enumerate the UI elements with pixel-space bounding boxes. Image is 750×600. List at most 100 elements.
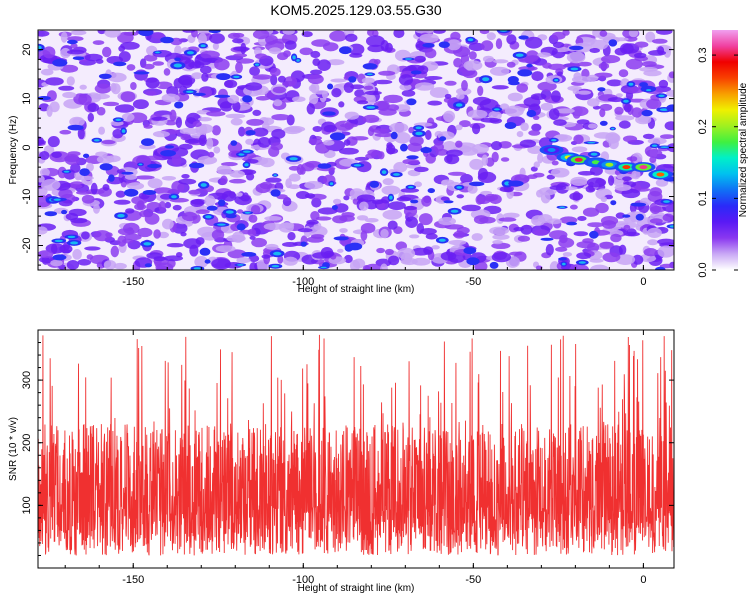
texture-blob: [219, 101, 233, 112]
texture-blob: [607, 97, 625, 103]
texture-blob: [277, 75, 286, 83]
texture-blob-cyan: [554, 79, 559, 82]
texture-blob: [634, 52, 647, 59]
texture-blob: [631, 107, 643, 118]
texture-blob: [624, 87, 644, 94]
texture-blob-blue: [654, 266, 666, 270]
texture-blob: [480, 117, 500, 123]
texture-blob-blue: [121, 171, 134, 175]
texture-blob: [115, 190, 126, 198]
texture-blob: [209, 33, 225, 44]
texture-blob-blue: [517, 69, 533, 77]
texture-blob: [382, 209, 403, 220]
texture-blob: [113, 262, 127, 270]
texture-blob: [364, 90, 382, 96]
texture-blob: [460, 173, 473, 184]
signal-point: [605, 162, 614, 167]
texture-blob: [441, 179, 455, 185]
texture-blob-cyan: [415, 131, 423, 136]
texture-blob-cyan: [494, 108, 500, 111]
texture-blob: [600, 196, 608, 203]
texture-blob: [492, 234, 510, 240]
texture-blob: [158, 201, 167, 212]
texture-blob: [38, 139, 46, 145]
texture-blob: [233, 53, 248, 58]
texture-blob: [356, 194, 376, 202]
texture-blob: [304, 181, 324, 190]
texture-blob-cyan: [53, 198, 61, 201]
texture-blob: [594, 72, 613, 78]
texture-blob: [306, 103, 315, 115]
texture-blob: [284, 40, 297, 50]
texture-blob: [343, 82, 354, 93]
texture-blob: [481, 154, 488, 166]
texture-blob: [431, 245, 440, 250]
texture-blob-cyan: [115, 118, 122, 122]
texture-blob-blue: [641, 109, 653, 117]
texture-blob-cyan: [238, 153, 245, 156]
texture-blob: [356, 215, 369, 221]
texture-blob: [386, 148, 399, 154]
texture-blob: [582, 207, 600, 217]
texture-blob: [397, 247, 416, 260]
texture-blob: [540, 102, 554, 111]
texture-blob: [163, 255, 184, 262]
y-tick-label: 10: [21, 92, 33, 104]
texture-blob: [232, 38, 244, 44]
texture-blob: [577, 171, 595, 176]
texture-blob: [354, 156, 369, 161]
texture-blob-blue: [558, 257, 567, 261]
texture-blob: [329, 30, 348, 42]
texture-blob-blue: [610, 200, 617, 206]
texture-blob: [227, 249, 247, 259]
texture-blob: [249, 235, 256, 240]
texture-blob: [648, 50, 666, 56]
texture-blob: [255, 53, 268, 60]
texture-blob: [172, 204, 182, 211]
x-tick-label: -150: [122, 574, 144, 586]
texture-blob-cyan: [551, 139, 557, 142]
texture-blob: [102, 46, 112, 58]
texture-blob: [376, 247, 385, 254]
texture-blob: [136, 200, 145, 210]
texture-blob-cyan: [171, 195, 177, 199]
texture-blob-cyan: [143, 242, 152, 246]
texture-blob: [566, 51, 586, 64]
texture-blob: [646, 98, 662, 110]
texture-blob: [62, 91, 77, 99]
texture-blob-blue: [164, 145, 175, 149]
snr-y-label: SNR (10 * v/v): [8, 417, 19, 481]
texture-blob: [263, 223, 284, 231]
texture-blob: [173, 78, 183, 89]
texture-blob: [432, 30, 446, 34]
texture-blob: [349, 53, 363, 58]
texture-blob: [344, 111, 359, 120]
texture-blob: [200, 65, 212, 74]
texture-blob: [446, 149, 463, 157]
texture-blob: [589, 264, 610, 270]
texture-blob: [388, 201, 406, 211]
texture-blob: [462, 68, 478, 79]
texture-blob: [477, 85, 484, 97]
texture-blob: [409, 234, 420, 239]
texture-blob: [622, 176, 632, 182]
texture-blob: [519, 139, 537, 148]
texture-blob-blue: [608, 39, 618, 47]
texture-blob: [61, 249, 71, 254]
texture-blob: [236, 257, 251, 264]
texture-blob-cyan: [289, 157, 298, 161]
texture-blob: [615, 93, 623, 98]
texture-blob-blue: [322, 111, 336, 116]
texture-blob: [614, 106, 624, 115]
texture-blob: [120, 91, 136, 103]
texture-blob: [143, 124, 153, 129]
texture-blob-blue: [504, 122, 517, 129]
texture-blob: [570, 176, 588, 186]
texture-blob: [113, 199, 131, 205]
texture-blob-cyan: [456, 186, 463, 189]
texture-blob-blue: [204, 259, 211, 264]
texture-blob-blue: [422, 43, 435, 48]
texture-blob: [562, 186, 578, 191]
texture-blob: [587, 98, 600, 107]
texture-blob-cyan: [438, 238, 446, 242]
